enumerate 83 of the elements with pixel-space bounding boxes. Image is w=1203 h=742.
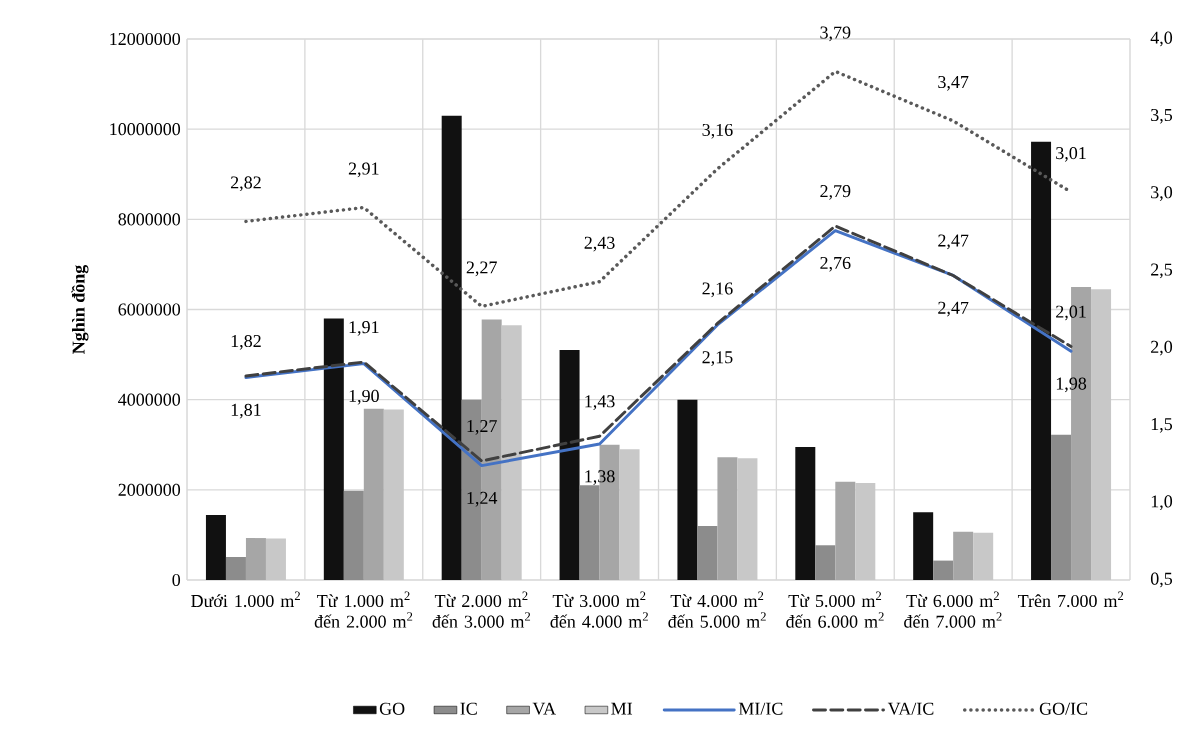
y2-tick-label: 1,0 <box>1151 495 1173 511</box>
data-label: 2,79 <box>820 185 851 200</box>
y2-tick-label: 0,5 <box>1150 572 1173 588</box>
bar <box>501 325 522 580</box>
bar <box>1091 289 1112 580</box>
legend-label: MI/IC <box>738 702 783 715</box>
data-label: 1,24 <box>467 491 498 507</box>
bar <box>677 399 698 580</box>
x-tick-label: Từ 4.000 m$^{2}$ đến 5.000 m$^{2}$ <box>668 591 766 628</box>
legend-label: MI <box>611 702 633 715</box>
data-label: 2,43 <box>584 236 615 252</box>
bar <box>579 485 600 580</box>
bar <box>225 556 246 580</box>
y2-tick-label: 4,0 <box>1150 31 1173 47</box>
data-label: 1,90 <box>349 389 379 405</box>
bar <box>795 446 816 580</box>
bar <box>717 457 738 580</box>
legend-label: IC <box>460 702 477 715</box>
data-label: 1,43 <box>585 395 615 410</box>
y-tick-label: 12000000 <box>110 32 181 46</box>
data-label: 2,15 <box>702 351 733 366</box>
bar <box>737 458 758 580</box>
bar <box>619 449 640 580</box>
data-label: 1,82 <box>231 334 261 350</box>
data-label: 2,16 <box>702 282 733 298</box>
bar <box>1051 434 1072 580</box>
y-tick-label: 8000000 <box>118 213 181 226</box>
y-tick-label: 4000000 <box>118 393 181 406</box>
bar <box>815 545 836 580</box>
bar <box>265 538 286 580</box>
x-tick-label: Trên 7.000 m$^{2}$ <box>1017 591 1124 608</box>
data-label: 3,79 <box>820 26 851 42</box>
legend-label: VA <box>532 702 556 715</box>
bar <box>363 408 384 580</box>
data-label: 3,16 <box>702 123 733 139</box>
y-tick-label: 2000000 <box>118 483 181 496</box>
data-label: 2,76 <box>820 256 851 272</box>
bar <box>559 350 580 580</box>
y-axis-title: Nghìn đồng <box>71 264 89 354</box>
x-tick-label: Từ 2.000 m$^{2}$ đến 3.000 m$^{2}$ <box>432 591 531 628</box>
x-tick-label: Từ 1.000 m$^{2}$ đến 2.000 m$^{2}$ <box>314 591 413 628</box>
data-label: 1,98 <box>1056 377 1087 393</box>
y2-tick-label: 1,5 <box>1151 418 1173 433</box>
y-tick-label: 0 <box>172 573 181 587</box>
x-tick-label: Từ 5.000 m$^{2}$ đến 6.000 m$^{2}$ <box>786 591 884 628</box>
data-label: 2,91 <box>348 162 379 178</box>
data-label: 1,38 <box>585 470 615 485</box>
data-label: 2,47 <box>938 301 969 317</box>
legend-label: VA/IC <box>887 702 934 715</box>
legend-label: GO <box>379 702 405 715</box>
bar <box>697 525 718 580</box>
y-tick-label: 6000000 <box>118 303 181 316</box>
bar <box>953 531 974 580</box>
data-label: 3,47 <box>938 75 969 91</box>
y2-tick-label: 3,5 <box>1151 108 1173 124</box>
bar <box>245 538 266 580</box>
bar <box>973 532 994 580</box>
bar <box>835 481 856 580</box>
bar <box>343 490 364 580</box>
y2-tick-label: 2,5 <box>1151 263 1173 279</box>
bar <box>1031 141 1052 580</box>
x-tick-label: Từ 6.000 m$^{2}$ đến 7.000 m$^{2}$ <box>904 591 1002 628</box>
y-tick-label: 10000000 <box>110 123 181 136</box>
bar <box>933 560 954 580</box>
data-label: 1,27 <box>467 420 497 435</box>
data-label: 2,01 <box>1056 305 1086 321</box>
legend-label: GO/IC <box>1039 702 1088 715</box>
y2-tick-label: 3,0 <box>1151 186 1173 201</box>
data-label: 2,47 <box>938 234 969 250</box>
bar <box>441 115 462 580</box>
bar <box>383 409 404 580</box>
data-label: 2,82 <box>230 176 261 192</box>
data-label: 3,01 <box>1056 147 1086 162</box>
data-label: 1,81 <box>231 403 261 419</box>
bar <box>205 515 226 580</box>
bar <box>323 318 344 580</box>
x-tick-label: Dưới 1.000 m$^{2}$ <box>191 591 300 608</box>
bar <box>855 483 876 580</box>
data-label: 1,91 <box>349 321 379 336</box>
bar <box>913 512 934 580</box>
y2-tick-label: 2,0 <box>1151 340 1173 356</box>
x-tick-label: Từ 3.000 m$^{2}$ đến 4.000 m$^{2}$ <box>550 591 648 628</box>
data-label: 2,27 <box>466 261 497 277</box>
